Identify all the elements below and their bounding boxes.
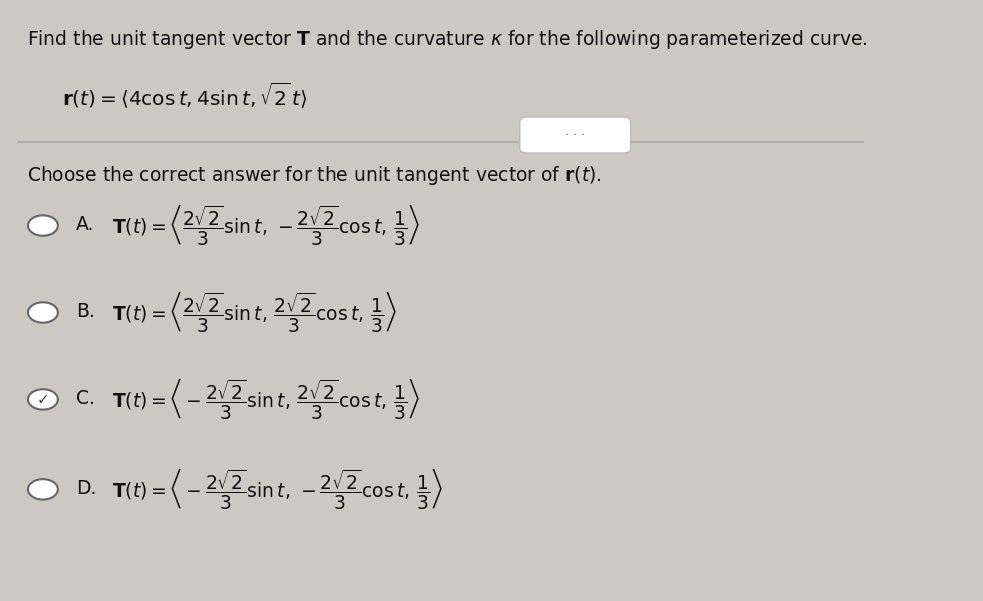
Text: $\mathbf{T}(t) = \left\langle -\dfrac{2\sqrt{2}}{3}\sin t,\,\dfrac{2\sqrt{2}}{3}: $\mathbf{T}(t) = \left\langle -\dfrac{2\…	[111, 376, 420, 421]
Text: D.: D.	[77, 478, 96, 498]
FancyBboxPatch shape	[520, 117, 631, 153]
Circle shape	[28, 479, 58, 499]
Text: C.: C.	[77, 389, 95, 407]
Text: · · ·: · · ·	[565, 129, 585, 141]
Text: Choose the correct answer for the unit tangent vector of $\mathbf{r}(t)$.: Choose the correct answer for the unit t…	[28, 164, 602, 187]
Text: Find the unit tangent vector $\mathbf{T}$ and the curvature $\kappa$ for the fol: Find the unit tangent vector $\mathbf{T}…	[28, 28, 868, 50]
Circle shape	[28, 215, 58, 236]
Circle shape	[28, 302, 58, 323]
Text: $\mathbf{T}(t) = \left\langle \dfrac{2\sqrt{2}}{3}\sin t,\,-\dfrac{2\sqrt{2}}{3}: $\mathbf{T}(t) = \left\langle \dfrac{2\s…	[111, 202, 420, 247]
Text: ✓: ✓	[36, 392, 49, 407]
Text: $\mathbf{r}(t) = \langle 4\cos t,4\sin t, \sqrt{2}\,t\rangle$: $\mathbf{r}(t) = \langle 4\cos t,4\sin t…	[62, 80, 308, 109]
Text: $\mathbf{T}(t) = \left\langle \dfrac{2\sqrt{2}}{3}\sin t,\,\dfrac{2\sqrt{2}}{3}\: $\mathbf{T}(t) = \left\langle \dfrac{2\s…	[111, 289, 397, 334]
Text: $\mathbf{T}(t) = \left\langle -\dfrac{2\sqrt{2}}{3}\sin t,\,-\dfrac{2\sqrt{2}}{3: $\mathbf{T}(t) = \left\langle -\dfrac{2\…	[111, 466, 442, 511]
Text: B.: B.	[77, 302, 95, 321]
Text: A.: A.	[77, 215, 94, 234]
Circle shape	[28, 389, 58, 410]
